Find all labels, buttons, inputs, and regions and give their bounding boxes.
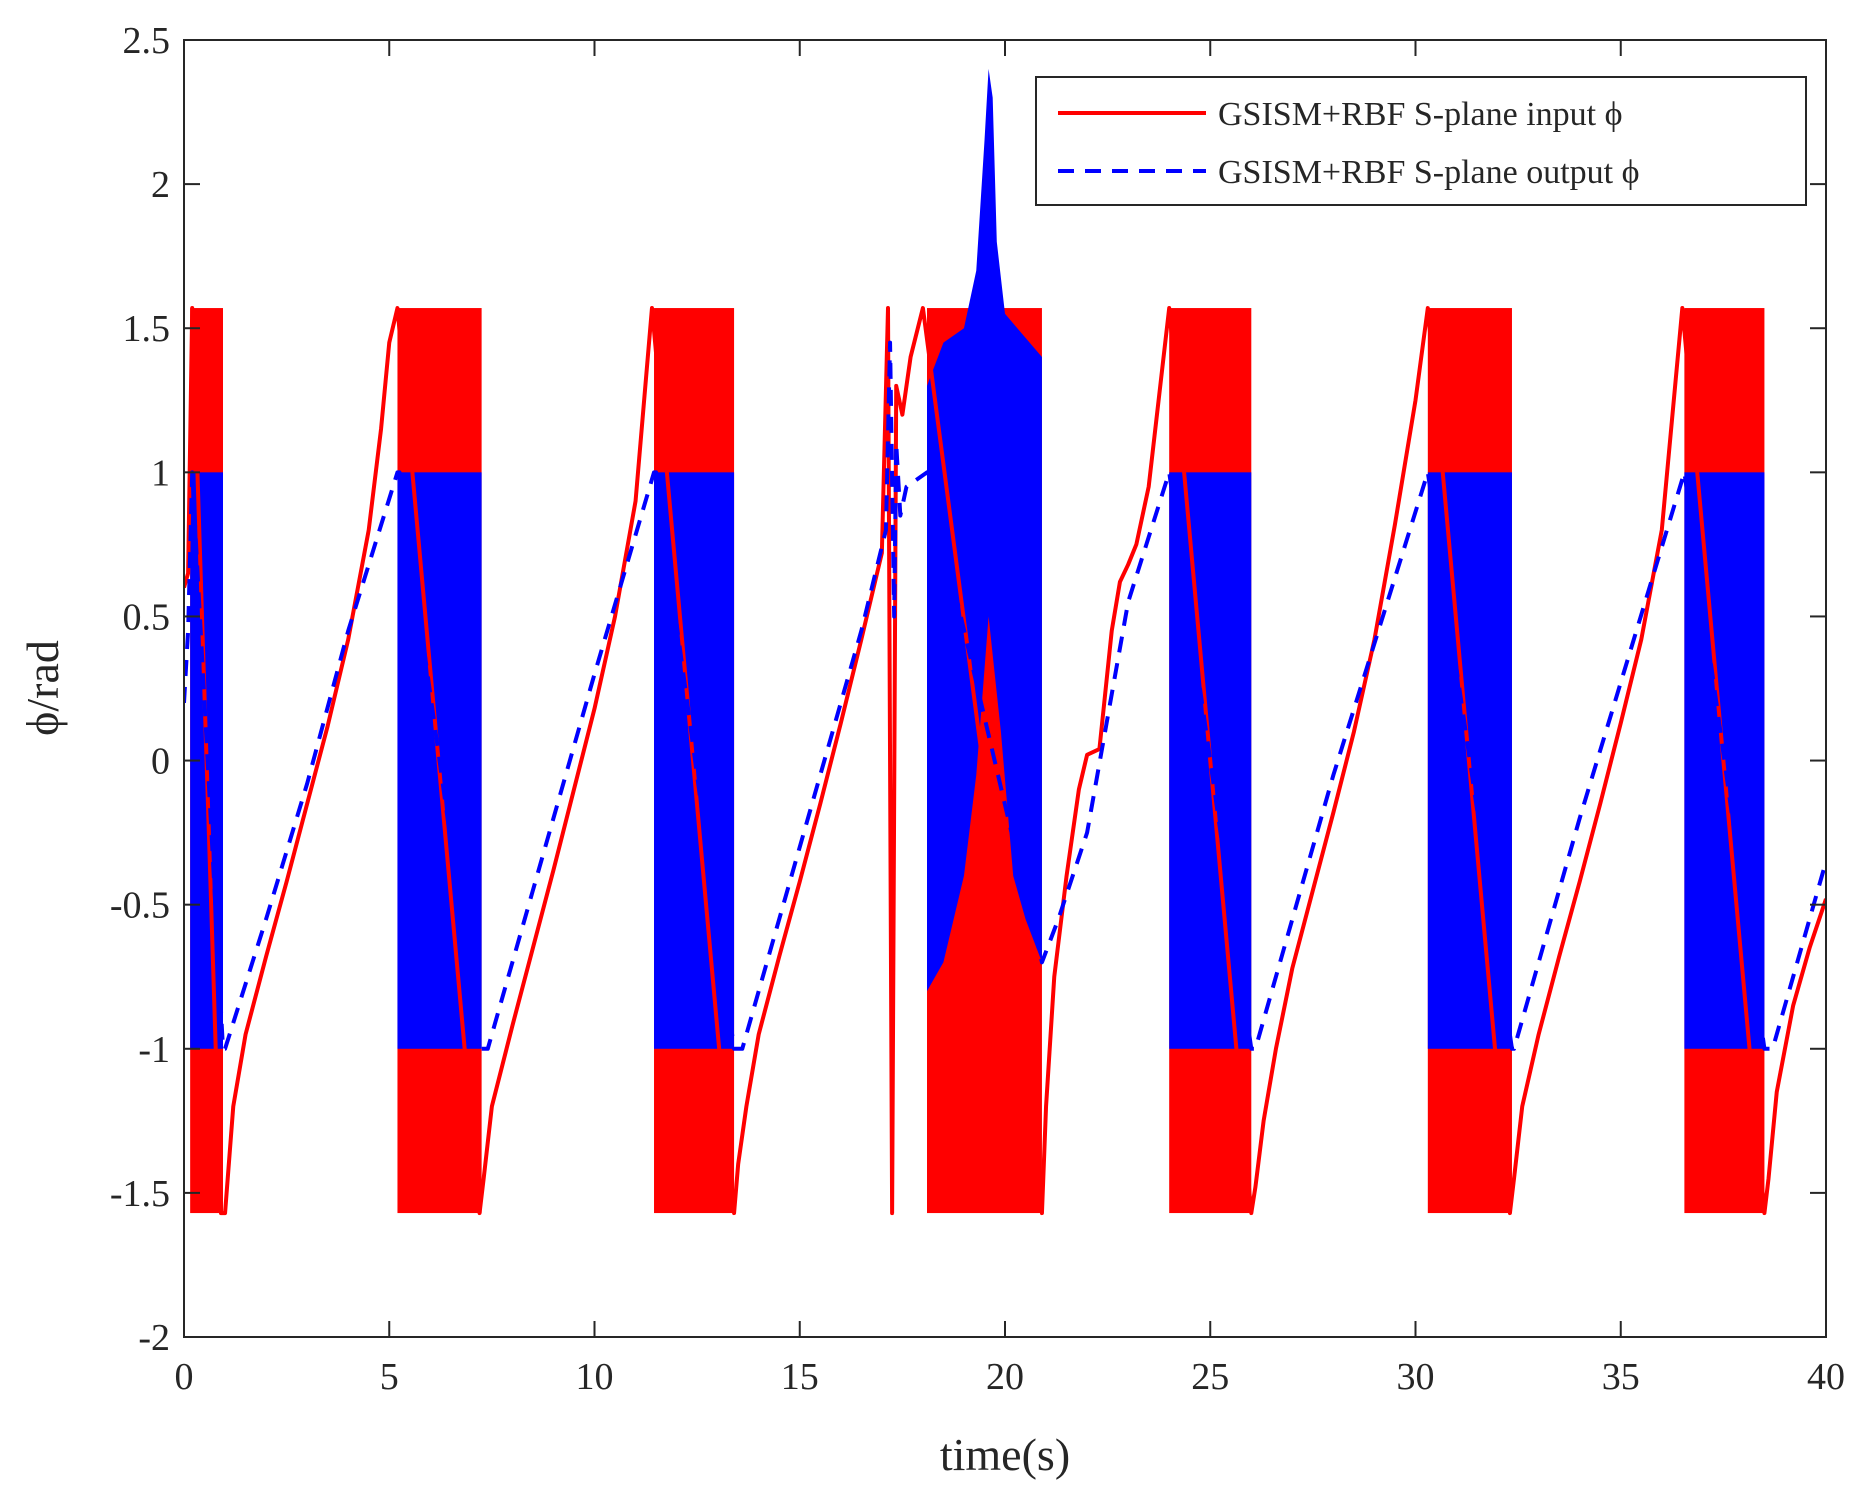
legend-label-input: GSISM+RBF S-plane input ϕ [1218, 96, 1623, 133]
y-tick-label: 0.5 [123, 596, 171, 638]
oscillation-bands [190, 68, 1765, 1214]
y-tick-label: -1.5 [110, 1173, 170, 1215]
x-tick-label: 30 [1397, 1356, 1435, 1398]
y-tick-label: -1 [138, 1029, 170, 1071]
legend-label-output: GSISM+RBF S-plane output ϕ [1218, 154, 1640, 191]
y-axis-title: ϕ/rad [17, 640, 68, 736]
x-tick-label: 0 [175, 1356, 194, 1398]
y-tick-label: 1.5 [123, 308, 171, 350]
x-tick-label: 5 [380, 1356, 399, 1398]
y-tick-label: -2 [138, 1317, 170, 1359]
series-output-line [184, 340, 1826, 1051]
legend-box [1035, 76, 1807, 206]
axis-ticks: 0 5 10 15 20 25 30 35 40 -2 -1.5 -1 -0.5 0 0.5 1 1.5 2 2.5 [110, 20, 1845, 1398]
x-tick-label: 35 [1602, 1356, 1640, 1398]
x-tick-label: 15 [781, 1356, 819, 1398]
legend: GSISM+RBF S-plane input ϕ GSISM+RBF S-pl… [1035, 76, 1807, 206]
x-tick-label: 20 [986, 1356, 1024, 1398]
y-tick-label: 1 [151, 452, 170, 494]
y-tick-label: 2.5 [123, 20, 171, 62]
x-tick-label: 25 [1191, 1356, 1229, 1398]
x-tick-label: 40 [1807, 1356, 1845, 1398]
series-input-line [184, 306, 1826, 1216]
y-tick-label: 2 [151, 164, 170, 206]
y-tick-label: 0 [151, 741, 170, 783]
x-tick-label: 10 [576, 1356, 614, 1398]
output-spike-region [927, 68, 1042, 992]
y-tick-label: -0.5 [110, 885, 170, 927]
x-axis-title: time(s) [940, 1429, 1070, 1480]
series-lines [184, 306, 1826, 1216]
